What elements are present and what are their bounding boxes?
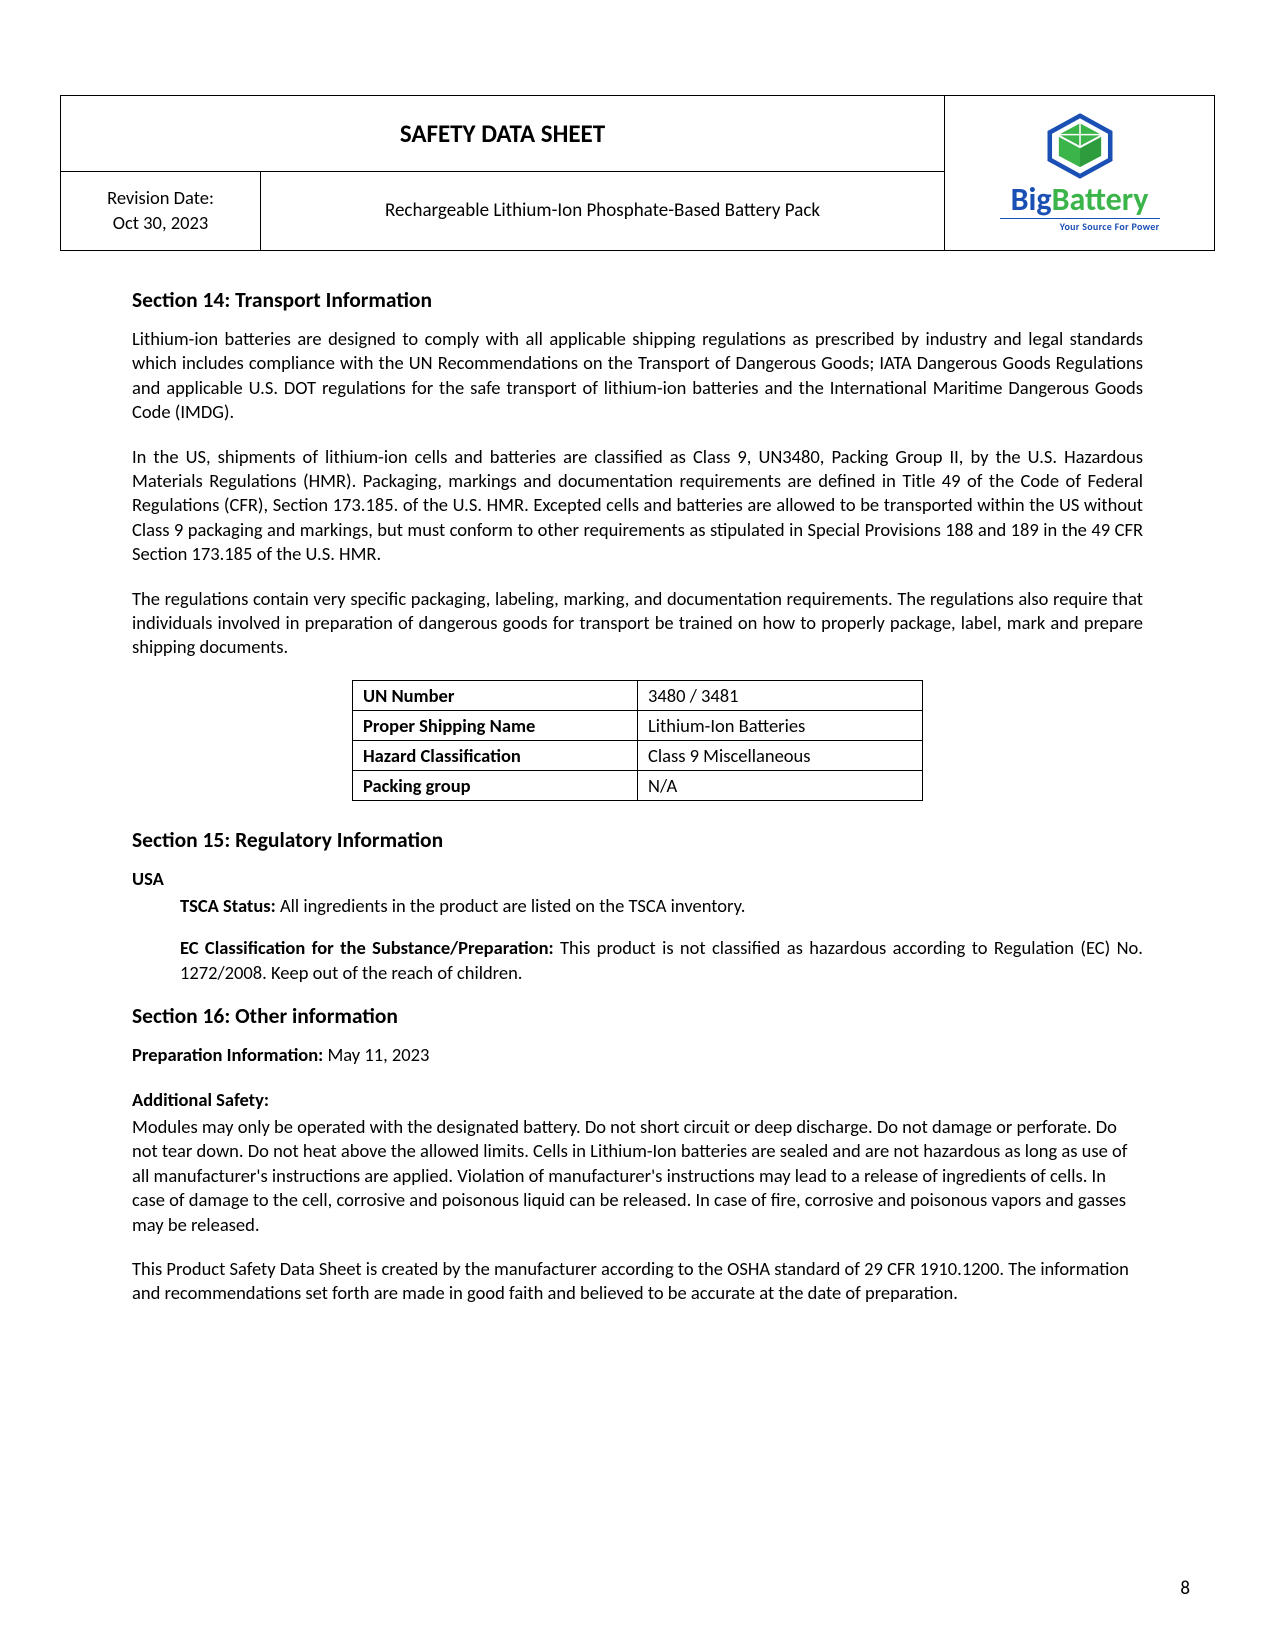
table-row: Proper Shipping Name Lithium-Ion Batteri… (353, 710, 923, 740)
subtitle-cell: Rechargeable Lithium-Ion Phosphate-Based… (261, 172, 945, 251)
prep-date: May 11, 2023 (327, 1043, 429, 1066)
table-row: UN Number 3480 / 3481 (353, 680, 923, 710)
row-value: Class 9 Miscellaneous (638, 740, 923, 770)
header-table: SAFETY DATA SHEET BigBattery Your Source… (60, 95, 1215, 251)
s14-para-1: Lithium-ion batteries are designed to co… (132, 327, 1143, 425)
tsca-text: All ingredients in the product are liste… (280, 894, 745, 917)
ec-block: EC Classification for the Substance/Prep… (180, 936, 1143, 985)
content-area: Section 14: Transport Information Lithiu… (60, 287, 1215, 1306)
logo-cell: BigBattery Your Source For Power (945, 96, 1215, 251)
cube-icon (1041, 112, 1119, 180)
disclaimer: This Product Safety Data Sheet is create… (132, 1257, 1143, 1306)
ec-lead: EC Classification for the Substance/Prep… (180, 936, 560, 959)
s14-para-2: In the US, shipments of lithium-ion cell… (132, 445, 1143, 567)
section-14-heading: Section 14: Transport Information (132, 287, 1143, 313)
s14-para-3: The regulations contain very specific pa… (132, 587, 1143, 660)
row-label: UN Number (353, 680, 638, 710)
section-16-heading: Section 16: Other information (132, 1003, 1143, 1029)
table-row: Hazard Classification Class 9 Miscellane… (353, 740, 923, 770)
row-value: Lithium-Ion Batteries (638, 710, 923, 740)
logo-wordmark: BigBattery (1011, 184, 1149, 216)
section-15-heading: Section 15: Regulatory Information (132, 827, 1143, 853)
doc-title: SAFETY DATA SHEET (61, 96, 945, 172)
logo-tagline: Your Source For Power (1000, 218, 1160, 233)
prep-lead: Preparation Information: (132, 1043, 327, 1066)
table-row: Packing group N/A (353, 770, 923, 800)
row-value: 3480 / 3481 (638, 680, 923, 710)
tsca-block: TSCA Status: All ingredients in the prod… (180, 894, 1143, 918)
revision-label: Revision Date: (107, 186, 214, 209)
tsca-lead: TSCA Status: (180, 894, 280, 917)
prep-info: Preparation Information: May 11, 2023 (132, 1043, 1143, 1066)
additional-safety-body: Modules may only be operated with the de… (132, 1115, 1143, 1237)
page-number: 8 (1180, 1577, 1190, 1600)
row-label: Hazard Classification (353, 740, 638, 770)
transport-table: UN Number 3480 / 3481 Proper Shipping Na… (352, 680, 923, 801)
revision-cell: Revision Date: Oct 30, 2023 (61, 172, 261, 251)
row-value: N/A (638, 770, 923, 800)
row-label: Proper Shipping Name (353, 710, 638, 740)
row-label: Packing group (353, 770, 638, 800)
revision-date: Oct 30, 2023 (113, 211, 209, 234)
additional-safety-head: Additional Safety: (132, 1088, 1143, 1111)
usa-label: USA (132, 867, 1143, 890)
